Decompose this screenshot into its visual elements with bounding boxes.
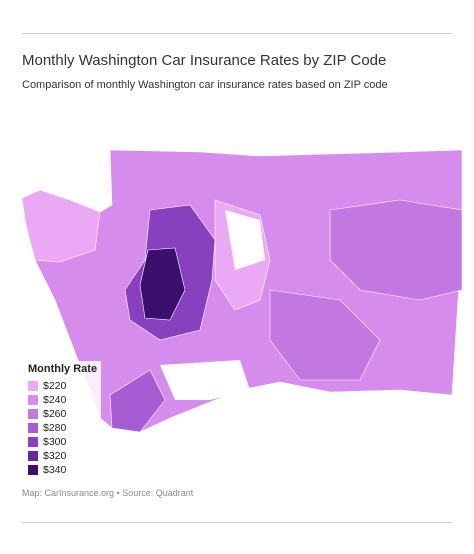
legend-label: $260 [43,408,67,420]
legend-item: $220 [28,379,97,393]
legend-swatch [28,381,38,391]
region-southwest [109,369,166,433]
source: Map: CarInsurance.org • Source: Quadrant [22,488,194,498]
legend-label: $340 [43,464,67,476]
legend-item: $300 [28,435,97,449]
region-light [21,189,101,263]
top-rule [22,33,452,34]
legend: Monthly Rate $220 $240 $260 $280 $300 $320 $34… [28,361,102,479]
legend-label: $320 [43,450,67,462]
legend-item: $260 [28,407,97,421]
legend-title: Monthly Rate [28,363,98,375]
legend-swatch [28,437,38,447]
legend-label: $280 [43,422,67,434]
region-east [329,199,463,301]
legend-swatch [28,465,38,475]
region-blank [225,210,265,270]
legend-label: $240 [43,394,67,406]
legend-label: $300 [43,436,67,448]
legend-swatch [28,423,38,433]
region-blank [160,360,250,400]
legend-label: $220 [43,380,67,392]
legend-item: $320 [28,449,97,463]
region-south [269,289,381,381]
title: Monthly Washington Car Insurance Rates b… [22,52,387,69]
legend-item: $280 [28,421,97,435]
legend-swatch [28,409,38,419]
region-metro-core [139,247,186,321]
bottom-rule [22,522,452,523]
legend-item: $340 [28,463,97,477]
legend-swatch [28,451,38,461]
subtitle: Comparison of monthly Washington car ins… [22,79,388,91]
legend-swatch [28,395,38,405]
legend-items: $220 $240 $260 $280 $300 $320 $340 [28,379,97,477]
legend-item: $240 [28,393,97,407]
